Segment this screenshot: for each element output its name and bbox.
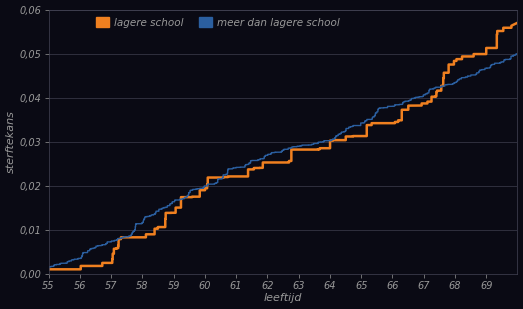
lagere school <box>514 21 520 25</box>
lagere school <box>116 241 122 245</box>
lagere school <box>438 89 445 92</box>
meer dan lagere school <box>369 115 376 119</box>
meer dan lagere school <box>230 167 236 170</box>
meer dan lagere school <box>139 221 145 225</box>
lagere school <box>197 188 203 192</box>
meer dan lagere school <box>214 180 220 184</box>
meer dan lagere school <box>514 52 520 55</box>
meer dan lagere school <box>219 177 225 180</box>
Line: lagere school: lagere school <box>49 23 517 269</box>
meer dan lagere school <box>369 115 376 119</box>
Y-axis label: sterftekans: sterftekans <box>6 110 16 173</box>
Legend: lagere school, meer dan lagere school: lagere school, meer dan lagere school <box>91 12 345 33</box>
Line: meer dan lagere school: meer dan lagere school <box>49 53 517 269</box>
lagere school <box>438 84 445 88</box>
lagere school <box>113 247 120 251</box>
X-axis label: leeftijd: leeftijd <box>264 294 302 303</box>
meer dan lagere school <box>46 268 52 271</box>
lagere school <box>204 182 210 186</box>
lagere school <box>46 268 52 271</box>
